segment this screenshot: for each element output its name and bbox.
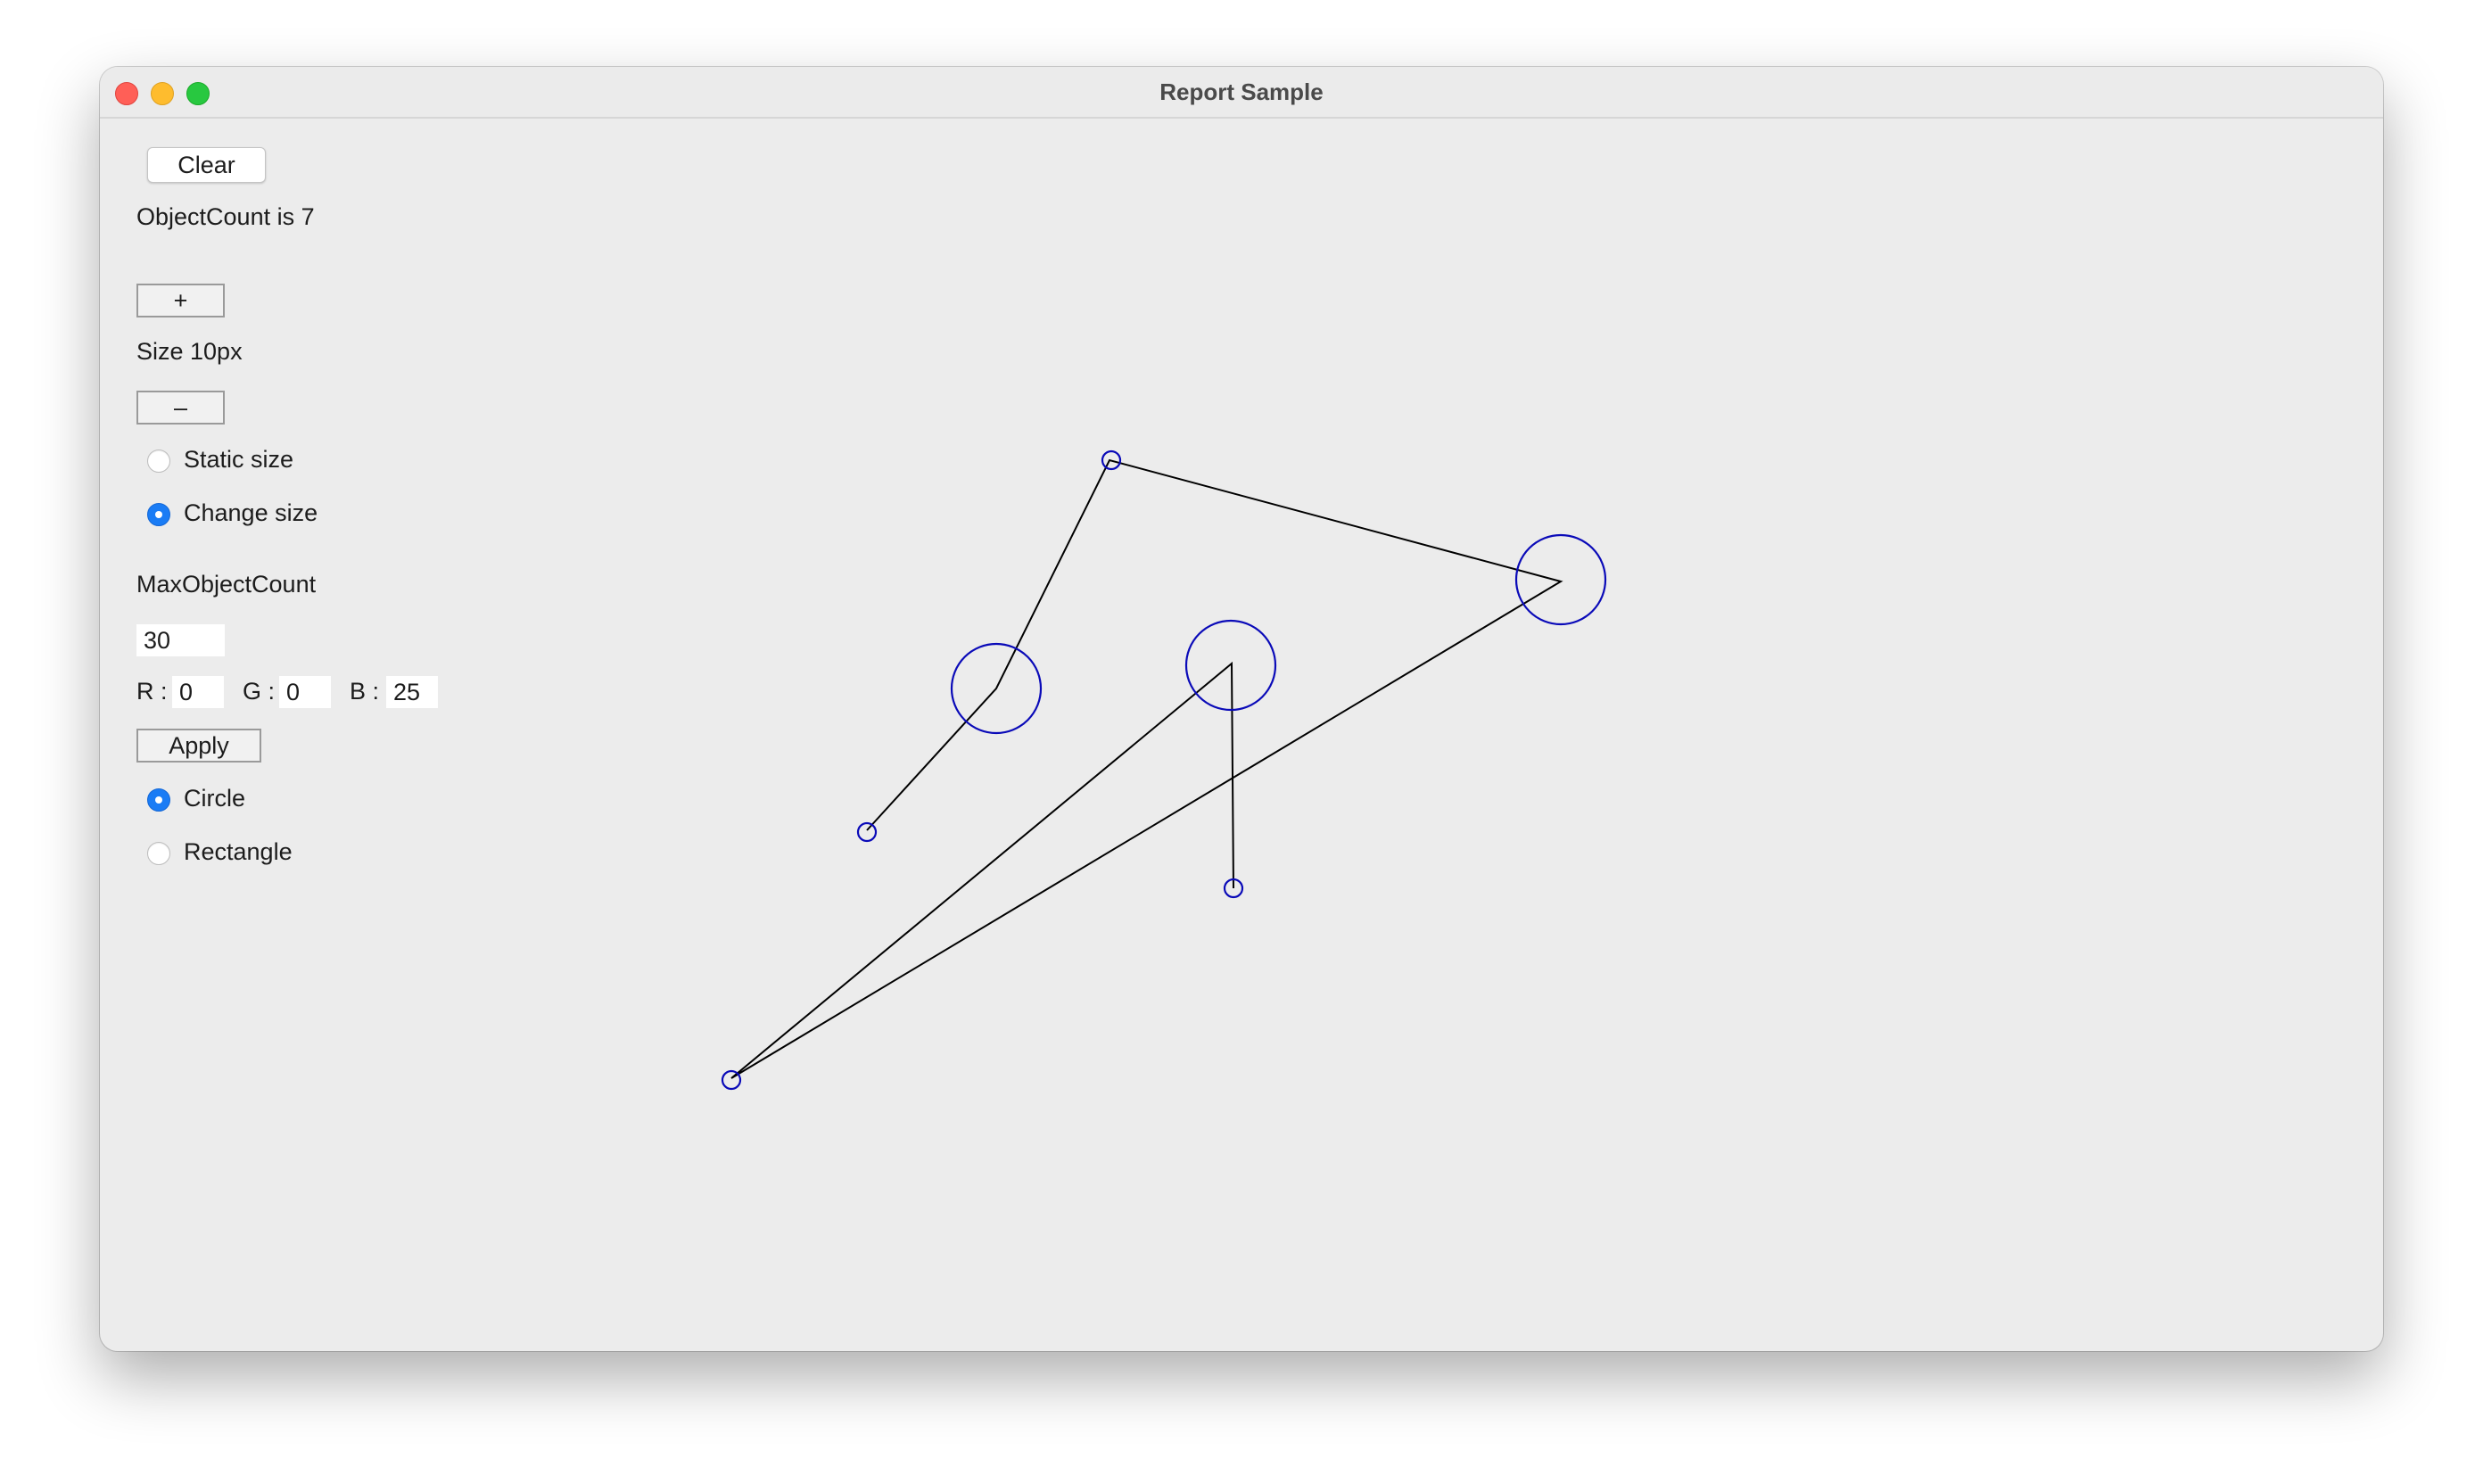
circle-shape-label[interactable]: Circle xyxy=(184,785,246,812)
static-size-label[interactable]: Static size xyxy=(184,446,294,473)
size-label: Size 10px xyxy=(136,338,243,365)
app-window: Report Sample Clear ObjectCount is 7 + S… xyxy=(100,67,2383,1351)
title-bar[interactable]: Report Sample xyxy=(100,67,2383,119)
change-size-label[interactable]: Change size xyxy=(184,499,318,526)
max-object-count-input[interactable] xyxy=(136,624,225,656)
connection-path xyxy=(730,458,1563,1079)
drawn-circle xyxy=(1223,878,1244,899)
green-label: G : xyxy=(243,678,276,705)
connecting-lines xyxy=(730,458,1563,1079)
decrease-size-button[interactable]: – xyxy=(136,391,225,425)
window-title: Report Sample xyxy=(1159,78,1324,105)
drawn-circle xyxy=(950,642,1043,735)
change-size-radio[interactable] xyxy=(147,503,170,526)
drawn-shapes xyxy=(721,449,1607,1091)
rectangle-shape-radio[interactable] xyxy=(147,842,170,865)
drawn-circle xyxy=(721,1069,742,1091)
red-label: R : xyxy=(136,678,168,705)
apply-button[interactable]: Apply xyxy=(136,729,261,763)
drawn-circle xyxy=(1101,449,1122,471)
green-value-input[interactable] xyxy=(279,676,331,708)
drawn-circle xyxy=(1184,619,1277,712)
minimize-window-button[interactable] xyxy=(151,82,174,105)
red-value-input[interactable] xyxy=(172,676,224,708)
rectangle-shape-label[interactable]: Rectangle xyxy=(184,838,293,865)
drawn-circle xyxy=(1514,533,1607,626)
blue-value-input[interactable] xyxy=(386,676,438,708)
object-count-label: ObjectCount is 7 xyxy=(136,203,315,230)
increase-size-button[interactable]: + xyxy=(136,284,225,317)
max-object-count-label: MaxObjectCount xyxy=(136,571,317,598)
static-size-radio[interactable] xyxy=(147,449,170,473)
close-window-button[interactable] xyxy=(115,82,138,105)
blue-label: B : xyxy=(350,678,380,705)
drawing-canvas[interactable] xyxy=(100,67,2383,1351)
drawn-circle xyxy=(856,821,878,843)
clear-button[interactable]: Clear xyxy=(147,147,266,183)
zoom-window-button[interactable] xyxy=(186,82,210,105)
circle-shape-radio[interactable] xyxy=(147,788,170,812)
